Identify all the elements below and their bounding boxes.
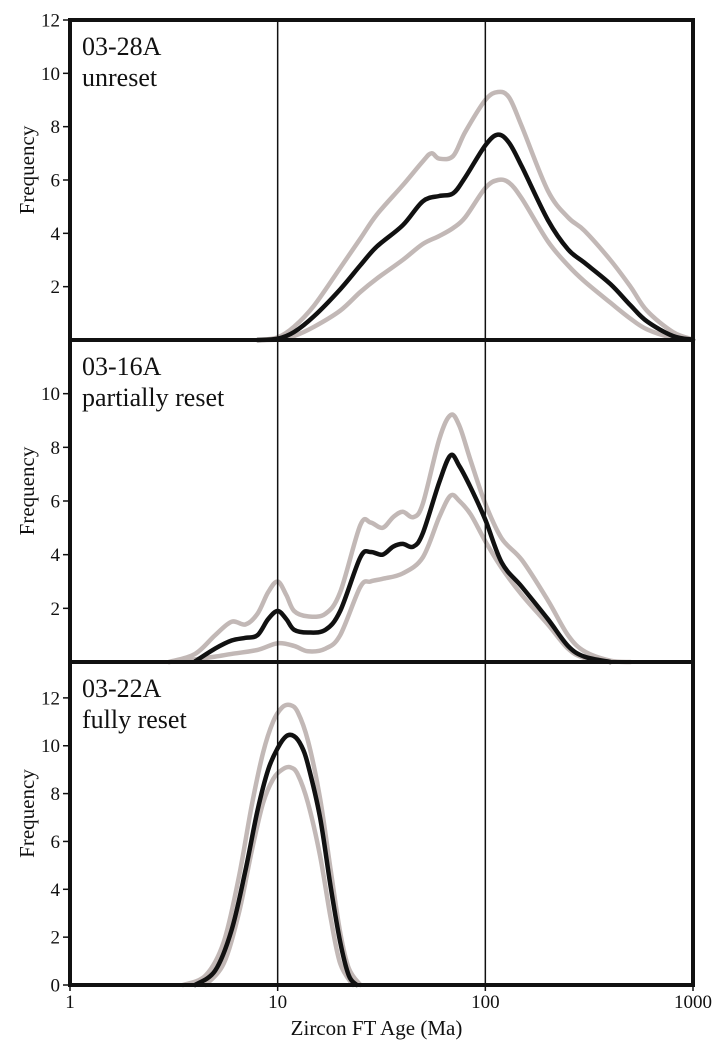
panel-label-line-2: unreset [82, 63, 158, 92]
y-tick-label: 10 [41, 64, 60, 85]
y-tick-label: 4 [51, 224, 61, 245]
panel-label-line-2: partially reset [82, 383, 225, 412]
y-tick-label: 6 [51, 171, 61, 192]
series-best-line [192, 452, 613, 665]
y-tick-label: 0 [51, 976, 61, 997]
y-tick-label: 12 [41, 688, 60, 709]
y-tick-label: 12 [41, 11, 60, 32]
x-tick-label: 1000 [674, 992, 712, 1013]
panel-label-line-1: 03-22A [82, 674, 162, 703]
y-tick-label: 2 [51, 277, 61, 298]
y-tick-label: 8 [51, 784, 61, 805]
y-tick-label: 10 [41, 736, 60, 757]
panel-frame [68, 660, 695, 987]
y-axis-title: Frequency [15, 769, 39, 858]
panels: 24681012Frequency03-28Aunreset246810Freq… [15, 11, 712, 1041]
y-tick-label: 4 [51, 545, 61, 566]
y-axis-title: Frequency [15, 446, 39, 535]
x-tick-label: 1 [65, 992, 75, 1013]
panel-label-line-2: fully reset [82, 705, 187, 734]
panel-label-line-1: 03-16A [82, 352, 162, 381]
y-tick-label: 10 [41, 384, 60, 405]
series-upper-line [166, 412, 633, 665]
x-tick-label: 100 [471, 992, 500, 1013]
y-tick-label: 2 [51, 928, 61, 949]
y-tick-label: 2 [51, 599, 61, 620]
y-tick-label: 6 [51, 832, 61, 853]
panel-label-line-1: 03-28A [82, 32, 162, 61]
x-axis-title: Zircon FT Age (Ma) [291, 1016, 463, 1040]
y-tick-label: 8 [51, 117, 61, 138]
series-upper-line [255, 89, 696, 343]
series-lower-line [255, 177, 696, 343]
series-lower-line [166, 492, 613, 665]
x-tick-label: 10 [268, 992, 287, 1013]
series-best-line [192, 732, 359, 988]
series-best-line [255, 132, 696, 343]
y-tick-label: 4 [51, 880, 61, 901]
y-tick-label: 8 [51, 438, 61, 459]
y-axis-title: Frequency [15, 125, 39, 214]
series-lower-line [203, 764, 356, 988]
y-tick-label: 6 [51, 492, 61, 513]
